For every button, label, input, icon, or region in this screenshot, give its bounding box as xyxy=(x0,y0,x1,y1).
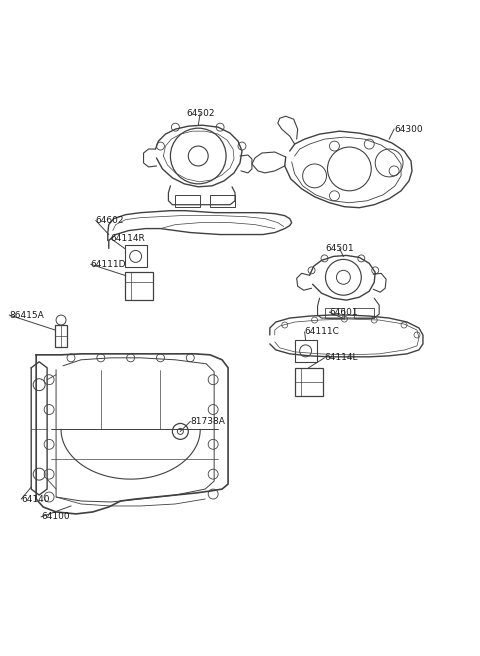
Text: 64111D: 64111D xyxy=(91,260,126,269)
Bar xyxy=(210,195,235,207)
Bar xyxy=(354,308,374,318)
Bar xyxy=(175,195,200,207)
Bar xyxy=(55,325,67,347)
Bar xyxy=(295,340,316,362)
Text: 64114L: 64114L xyxy=(324,354,358,362)
Text: 86415A: 86415A xyxy=(9,310,44,319)
Bar xyxy=(295,368,323,396)
Bar xyxy=(125,272,153,300)
Text: 64501: 64501 xyxy=(325,244,354,253)
Text: 64140: 64140 xyxy=(21,495,50,504)
Text: 64601: 64601 xyxy=(329,308,358,317)
Text: 64502: 64502 xyxy=(186,109,215,117)
Text: 64100: 64100 xyxy=(41,512,70,522)
Text: 81738A: 81738A xyxy=(190,417,225,426)
Text: 64602: 64602 xyxy=(96,216,124,225)
Bar xyxy=(324,308,344,318)
Text: 64114R: 64114R xyxy=(111,234,145,243)
Text: 64111C: 64111C xyxy=(305,327,339,337)
Text: 64300: 64300 xyxy=(394,125,423,134)
Bar xyxy=(125,245,146,268)
